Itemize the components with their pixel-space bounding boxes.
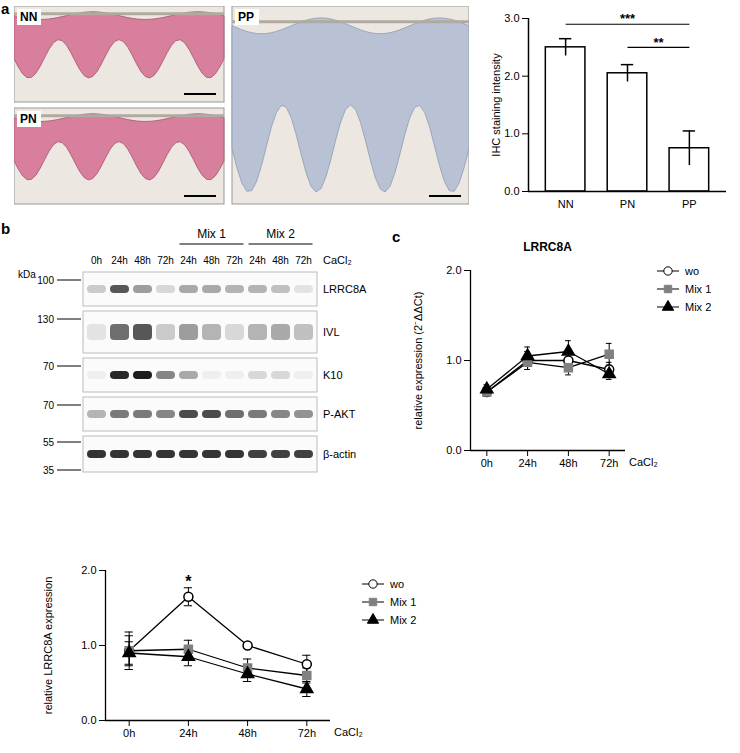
svg-text:48h: 48h xyxy=(134,255,151,266)
svg-text:2.0: 2.0 xyxy=(504,70,519,82)
svg-text:Mix 2: Mix 2 xyxy=(266,227,295,241)
svg-text:72h: 72h xyxy=(226,255,243,266)
svg-text:PP: PP xyxy=(682,198,697,210)
svg-text:0h: 0h xyxy=(91,255,102,266)
html-text:Mix 2: Mix 2 xyxy=(390,614,417,626)
svg-text:NN: NN xyxy=(558,198,574,210)
svg-text:48h: 48h xyxy=(203,255,220,266)
html-text:Mix 1: Mix 1 xyxy=(390,596,417,608)
html-text:Mix 2: Mix 2 xyxy=(685,301,712,313)
svg-text:35: 35 xyxy=(43,465,55,476)
svg-text:24h: 24h xyxy=(518,457,536,469)
html-text:a: a xyxy=(1,0,10,17)
svg-text:LRRC8A: LRRC8A xyxy=(323,283,367,295)
html-text:CaCl₂: CaCl₂ xyxy=(629,456,658,468)
svg-text:1.0: 1.0 xyxy=(504,127,519,139)
svg-text:1.0: 1.0 xyxy=(81,639,96,651)
svg-text:K10: K10 xyxy=(323,369,343,381)
html-text:wo: wo xyxy=(685,265,700,277)
svg-text:55: 55 xyxy=(43,437,55,448)
svg-text:PP: PP xyxy=(238,10,254,24)
svg-text:0h: 0h xyxy=(123,727,135,739)
svg-text:24h: 24h xyxy=(111,255,128,266)
svg-text:130: 130 xyxy=(37,314,54,325)
svg-text:24h: 24h xyxy=(179,727,197,739)
svg-text:24h: 24h xyxy=(249,255,266,266)
svg-text:72h: 72h xyxy=(157,255,174,266)
svg-text:relative expression (2⁻ΔΔCt): relative expression (2⁻ΔΔCt) xyxy=(412,292,424,430)
html-text:wo: wo xyxy=(390,578,405,590)
svg-text:72h: 72h xyxy=(298,727,316,739)
svg-text:48h: 48h xyxy=(238,727,256,739)
svg-text:*: * xyxy=(185,573,192,590)
svg-text:PN: PN xyxy=(20,112,37,126)
svg-text:**: ** xyxy=(653,34,664,49)
svg-text:P-AKT: P-AKT xyxy=(323,408,356,420)
svg-text:70: 70 xyxy=(43,361,55,372)
html-text:LRRC8A: LRRC8A xyxy=(523,240,572,254)
html-text:CaCl₂: CaCl₂ xyxy=(334,726,363,738)
svg-text:0h: 0h xyxy=(481,457,493,469)
svg-text:IHC staining intensity: IHC staining intensity xyxy=(490,53,502,157)
svg-text:NN: NN xyxy=(20,10,37,24)
svg-text:CaCl₂: CaCl₂ xyxy=(323,254,352,266)
svg-text:48h: 48h xyxy=(559,457,577,469)
svg-text:48h: 48h xyxy=(272,255,289,266)
svg-text:3.0: 3.0 xyxy=(504,12,519,24)
svg-text:72h: 72h xyxy=(295,255,312,266)
svg-text:0.0: 0.0 xyxy=(504,185,519,197)
svg-text:Mix 1: Mix 1 xyxy=(197,227,226,241)
svg-text:2.0: 2.0 xyxy=(81,564,96,576)
svg-text:100: 100 xyxy=(37,275,54,286)
svg-text:70: 70 xyxy=(43,400,55,411)
html-text:c: c xyxy=(392,228,401,245)
svg-text:1.0: 1.0 xyxy=(446,354,461,366)
svg-text:2.0: 2.0 xyxy=(446,264,461,276)
svg-text:0.0: 0.0 xyxy=(446,444,461,456)
svg-text:kDa: kDa xyxy=(18,269,36,280)
svg-text:***: *** xyxy=(620,11,636,26)
svg-text:β-actin: β-actin xyxy=(323,448,356,460)
svg-text:24h: 24h xyxy=(180,255,197,266)
svg-text:relative LRRC8A expression: relative LRRC8A expression xyxy=(42,577,54,715)
svg-text:72h: 72h xyxy=(600,457,618,469)
svg-text:IVL: IVL xyxy=(323,326,340,338)
svg-text:0.0: 0.0 xyxy=(81,714,96,726)
html-text:Mix 1: Mix 1 xyxy=(685,283,712,295)
svg-text:PN: PN xyxy=(620,198,635,210)
html-text:b: b xyxy=(1,220,11,237)
